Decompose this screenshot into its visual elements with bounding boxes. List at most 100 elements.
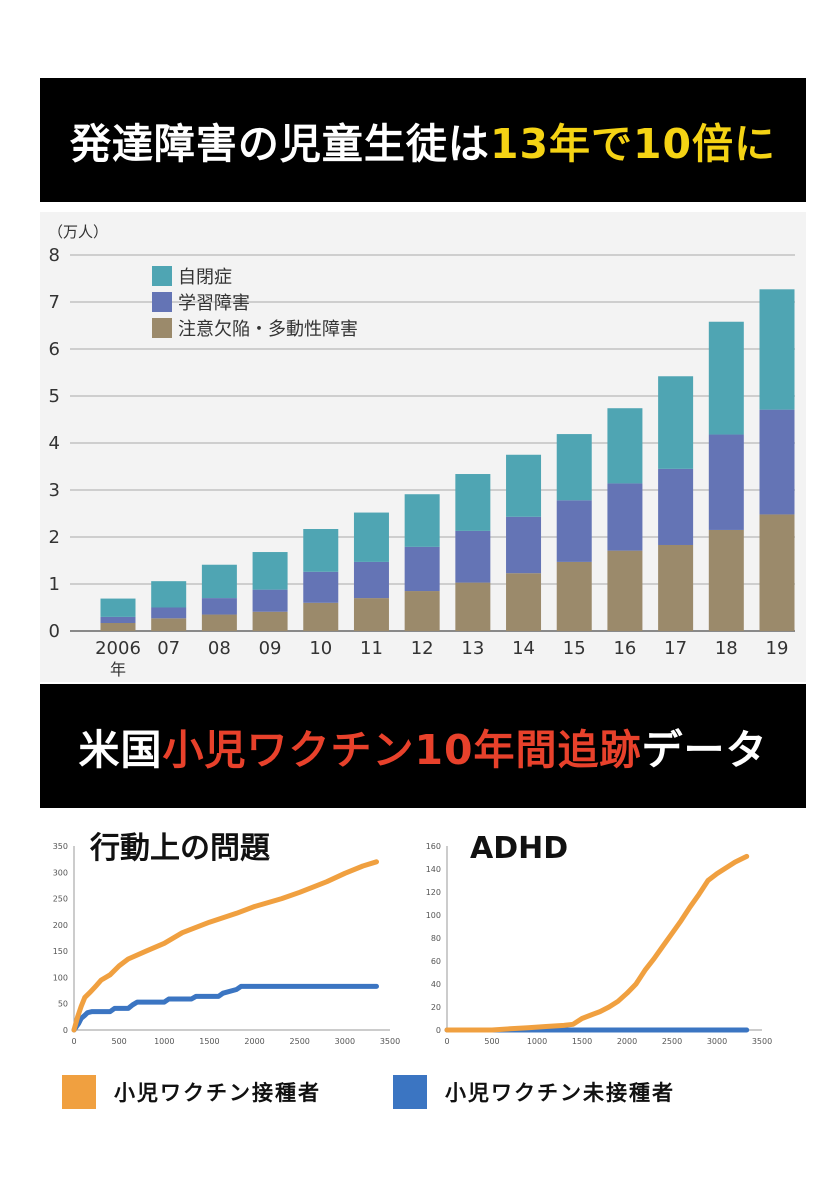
- bar-12-series-1: [404, 546, 440, 592]
- behavior-chart-y-tick-200: 200: [53, 921, 68, 930]
- stacked-bar-chart-panel: （万人） 0 1 2 3 4 5 6 7 8 2006 年 07 08 09 10 11 12 13 14 15 16 17…: [40, 212, 806, 682]
- x-tick-label-15: 15: [563, 638, 586, 659]
- headline-banner-2: 米国 小児ワクチン10年間追跡 データ: [40, 684, 806, 808]
- bar-17-series-0: [658, 544, 694, 631]
- x-tick-label-2006: 2006: [95, 638, 141, 659]
- behavior-chart-y-tick-100: 100: [53, 973, 68, 982]
- x-tick-label-09: 09: [259, 638, 282, 659]
- bar-2006-series-1: [100, 616, 136, 624]
- adhd-chart-x-tick-0: 0: [444, 1037, 449, 1046]
- x-tick-label-16: 16: [613, 638, 636, 659]
- adhd-chart-series-line-0: [444, 853, 750, 1033]
- bar-18-series-0: [708, 529, 744, 631]
- y-tick-label-6: 6: [49, 339, 60, 360]
- bar-18-series-1: [708, 434, 744, 530]
- adhd-chart-y-tick-100: 100: [426, 911, 441, 920]
- bar-10-series-1: [303, 571, 339, 603]
- bar-17-series-2: [658, 376, 694, 469]
- behavior-chart-x-tick-3500: 3500: [380, 1037, 400, 1046]
- bar-08-series-2: [201, 564, 237, 599]
- y-tick-label-1: 1: [49, 574, 60, 595]
- bar-07-series-1: [151, 607, 187, 619]
- y-tick-label-4: 4: [49, 433, 60, 454]
- adhd-chart-y-tick-20: 20: [431, 1003, 441, 1012]
- bar-11-series-0: [353, 598, 389, 631]
- adhd-chart-y-tick-140: 140: [426, 865, 441, 874]
- x-tick-label-18: 18: [715, 638, 738, 659]
- behavior-chart-series-line-0: [71, 859, 379, 1033]
- legend-label-unvaccinated: 小児ワクチン未接種者: [445, 1081, 675, 1105]
- bar-13-series-1: [455, 530, 491, 583]
- legend-label-2: 注意欠陥・多動性障害: [178, 319, 358, 340]
- x-tick-label-11: 11: [360, 638, 383, 659]
- y-tick-label-2: 2: [49, 527, 60, 548]
- bar-12-series-0: [404, 591, 440, 631]
- behavior-chart-title: 行動上の問題: [89, 831, 270, 866]
- behavior-chart-y-tick-150: 150: [53, 947, 68, 956]
- behavior-chart-series-line-1: [71, 983, 379, 1033]
- bar-14-series-1: [506, 516, 542, 574]
- bar-15-series-2: [556, 434, 592, 501]
- adhd-chart-x-tick-2500: 2500: [662, 1037, 682, 1046]
- bar-10-series-2: [303, 529, 339, 572]
- adhd-chart-y-tick-40: 40: [431, 980, 441, 989]
- legend-label-vaccinated: 小児ワクチン接種者: [114, 1081, 321, 1105]
- x-tick-label-07: 07: [157, 638, 180, 659]
- adhd-chart-x-tick-1500: 1500: [572, 1037, 592, 1046]
- bar-08-series-1: [201, 598, 237, 615]
- bar-15-series-1: [556, 500, 592, 562]
- legend-swatch-2: [152, 318, 172, 338]
- bar-14-series-2: [506, 454, 542, 517]
- legend-swatch-0: [152, 266, 172, 286]
- bar-10-series-0: [303, 602, 339, 631]
- bar-18-series-2: [708, 321, 744, 435]
- bar-07-series-0: [151, 618, 187, 631]
- bar-09-series-2: [252, 552, 288, 590]
- behavior-chart-x-tick-1000: 1000: [154, 1037, 174, 1046]
- x-tick-label-08: 08: [208, 638, 231, 659]
- behavior-chart-y-tick-350: 350: [53, 842, 68, 851]
- adhd-chart-y-tick-120: 120: [426, 888, 441, 897]
- bar-12-series-2: [404, 494, 440, 547]
- x-tick-label-12: 12: [411, 638, 434, 659]
- behavior-chart-x-tick-2500: 2500: [290, 1037, 310, 1046]
- x-tick-label-14: 14: [512, 638, 535, 659]
- behavior-chart-x-tick-0: 0: [71, 1037, 76, 1046]
- adhd-chart-y-tick-160: 160: [426, 842, 441, 851]
- adhd-chart-title: ADHD: [470, 831, 568, 866]
- behavior-chart-x-tick-1500: 1500: [199, 1037, 219, 1046]
- bar-19-series-1: [759, 409, 795, 515]
- legend-label-1: 学習障害: [178, 293, 250, 314]
- legend-swatch-unvaccinated: [393, 1075, 427, 1109]
- bar-11-series-2: [353, 512, 389, 562]
- legend-label-0: 自閉症: [178, 267, 232, 288]
- bar-15-series-0: [556, 561, 592, 631]
- bar-17-series-1: [658, 468, 694, 545]
- y-tick-label-3: 3: [49, 480, 60, 501]
- y-tick-label-7: 7: [49, 292, 60, 313]
- legend-item-vaccinated: 小児ワクチン接種者: [62, 1075, 321, 1109]
- x-tick-label-13: 13: [461, 638, 484, 659]
- bar-13-series-2: [455, 474, 491, 531]
- bar-07-series-2: [151, 581, 187, 608]
- headline-2-suffix: データ: [641, 726, 768, 774]
- bar-09-series-0: [252, 611, 288, 631]
- line-chart-legend: 小児ワクチン接種者 小児ワクチン未接種者: [62, 1075, 747, 1109]
- x-tick-label-17: 17: [664, 638, 687, 659]
- bar-16-series-0: [607, 550, 643, 631]
- bar-19-series-0: [759, 514, 795, 631]
- headline-2-highlight: 小児ワクチン10年間追跡: [162, 726, 642, 774]
- adhd-chart-x-tick-500: 500: [484, 1037, 499, 1046]
- adhd-chart-x-tick-2000: 2000: [617, 1037, 637, 1046]
- behavior-chart-y-tick-250: 250: [53, 895, 68, 904]
- x-tick-label-19: 19: [766, 638, 789, 659]
- adhd-chart-y-tick-80: 80: [431, 934, 441, 943]
- legend-swatch-1: [152, 292, 172, 312]
- legend-item-unvaccinated: 小児ワクチン未接種者: [393, 1075, 675, 1109]
- headline-1-highlight: 13年で10倍に: [489, 120, 777, 168]
- adhd-chart-y-tick-60: 60: [431, 957, 441, 966]
- bar-13-series-0: [455, 582, 491, 631]
- behavior-chart-x-tick-2000: 2000: [244, 1037, 264, 1046]
- bar-11-series-1: [353, 561, 389, 599]
